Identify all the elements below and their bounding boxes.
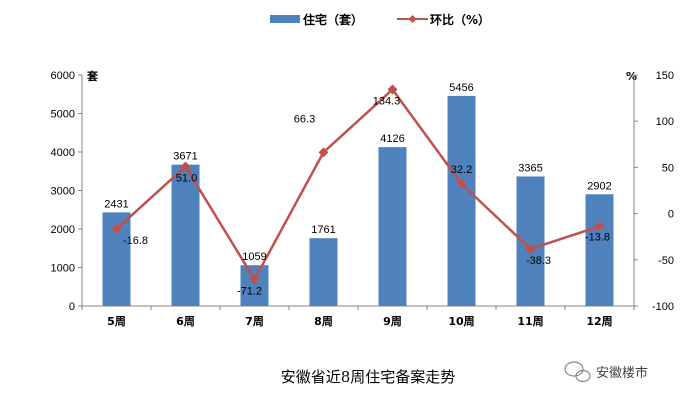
legend-bar-swatch (270, 15, 300, 23)
ratio-line (115, 87, 600, 282)
watermark-text: 安徽楼市 (596, 365, 648, 381)
bar (171, 164, 200, 306)
right-tick-label: 100 (656, 116, 674, 128)
bar (309, 238, 338, 306)
right-tick-label: 50 (662, 162, 674, 174)
right-tick-label: -50 (658, 255, 674, 267)
x-tick-label: 5周 (107, 315, 126, 328)
bar-data-label: 1761 (311, 224, 335, 236)
left-tick-label: 3000 (51, 186, 75, 198)
line-data-label: 66.3 (294, 113, 315, 125)
x-tick-label: 7周 (245, 315, 264, 328)
x-tick-label: 8周 (314, 315, 333, 328)
line-point (594, 221, 605, 232)
line-point (525, 243, 536, 254)
bar-data-label: 1059 (242, 251, 266, 263)
line-data-label: -13.8 (585, 231, 610, 243)
watermark: 安徽楼市 (564, 361, 648, 383)
x-tick-label: 12周 (586, 315, 612, 328)
x-tick-label: 11周 (517, 315, 543, 328)
line-data-label: -38.3 (526, 255, 551, 267)
line-point (111, 224, 122, 235)
bar (240, 265, 269, 306)
plot-area: 0 1000 2000 3000 4000 5000 6000 -100 -50 0 50 100 15… (51, 70, 674, 328)
line-point (249, 274, 260, 285)
left-tick-label: 0 (69, 301, 75, 313)
chat-icon (564, 361, 591, 383)
bar (447, 95, 476, 306)
line-data-label: 51.0 (176, 172, 197, 184)
bar-data-label: 2431 (104, 198, 128, 210)
left-tick-label: 4000 (51, 147, 75, 159)
left-tick-label: 6000 (51, 70, 75, 82)
line-point (387, 84, 398, 95)
legend-line-marker (408, 15, 417, 23)
left-tick-label: 2000 (51, 224, 75, 236)
right-tick-label: 0 (668, 209, 674, 221)
left-tick-label: 1000 (51, 263, 75, 275)
legend: 住宅（套） 环比（%） (270, 12, 490, 27)
legend-bar-label: 住宅（套） (303, 12, 363, 27)
line-data-label: -16.8 (123, 235, 148, 247)
chart-title: 安徽省近8周住宅备案走势 (281, 368, 456, 386)
x-tick-label: 10周 (448, 315, 474, 328)
line-data-label: 32.2 (451, 164, 472, 176)
bar (378, 147, 407, 306)
line-data-label: -71.2 (237, 285, 262, 297)
bar-data-label: 4126 (380, 133, 404, 145)
right-tick-label: 150 (656, 70, 674, 82)
legend-line-label: 环比（%） (430, 12, 490, 27)
line-point (180, 161, 191, 172)
bar (585, 194, 614, 306)
bar-data-label: 3365 (518, 162, 542, 174)
right-tick-label: -100 (652, 301, 674, 313)
line-data-label: 134.3 (373, 96, 401, 108)
line-point (318, 147, 329, 158)
x-tick-label: 9周 (383, 315, 402, 328)
bar-data-label: 3671 (173, 151, 197, 163)
left-axis-unit: 套 (87, 69, 99, 83)
left-tick-label: 5000 (51, 109, 75, 121)
bar-data-label: 5456 (449, 82, 473, 94)
bar-data-label: 2902 (587, 180, 611, 192)
x-tick-label: 6周 (176, 315, 195, 328)
right-axis-unit: % (626, 70, 637, 83)
line-point (456, 178, 467, 189)
